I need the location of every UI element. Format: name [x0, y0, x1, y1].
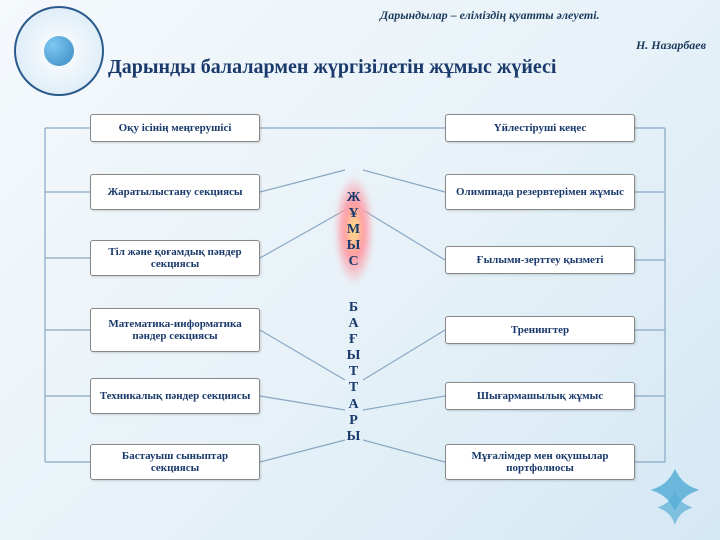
- right-box-0: Үйлестіруші кеңес: [445, 114, 635, 142]
- right-box-2: Ғылыми-зерттеу қызметі: [445, 246, 635, 274]
- diagram-area: ЖҰМЫС БАҒЫТТАРЫ Оқу ісінің меңгерушісі Жа…: [0, 100, 720, 540]
- quote-text: Дарындылар – еліміздің қуатты әлеуеті.: [380, 8, 610, 23]
- right-box-4: Шығармашылық жұмыс: [445, 382, 635, 410]
- quote-author: Н. Назарбаев: [636, 38, 706, 53]
- right-box-1: Олимпиада резервтерімен жұмыс: [445, 174, 635, 210]
- center-text-1: ЖҰМЫС: [342, 190, 366, 270]
- school-logo: [14, 6, 104, 96]
- left-box-4: Техникалық пәндер секциясы: [90, 378, 260, 414]
- corner-ornament: [640, 462, 710, 532]
- right-box-5: Мұғалімдер мен оқушылар портфолиосы: [445, 444, 635, 480]
- left-box-1: Жаратылыстану секциясы: [90, 174, 260, 210]
- left-box-2: Тіл және қоғамдық пәндер секциясы: [90, 240, 260, 276]
- right-box-3: Тренингтер: [445, 316, 635, 344]
- left-box-3: Математика-информатика пәндер секциясы: [90, 308, 260, 352]
- left-box-5: Бастауыш сыныптар секциясы: [90, 444, 260, 480]
- center-text-2: БАҒЫТТАРЫ: [342, 300, 366, 445]
- page-title: Дарынды балалармен жүргізілетін жұмыс жү…: [108, 56, 700, 79]
- left-box-0: Оқу ісінің меңгерушісі: [90, 114, 260, 142]
